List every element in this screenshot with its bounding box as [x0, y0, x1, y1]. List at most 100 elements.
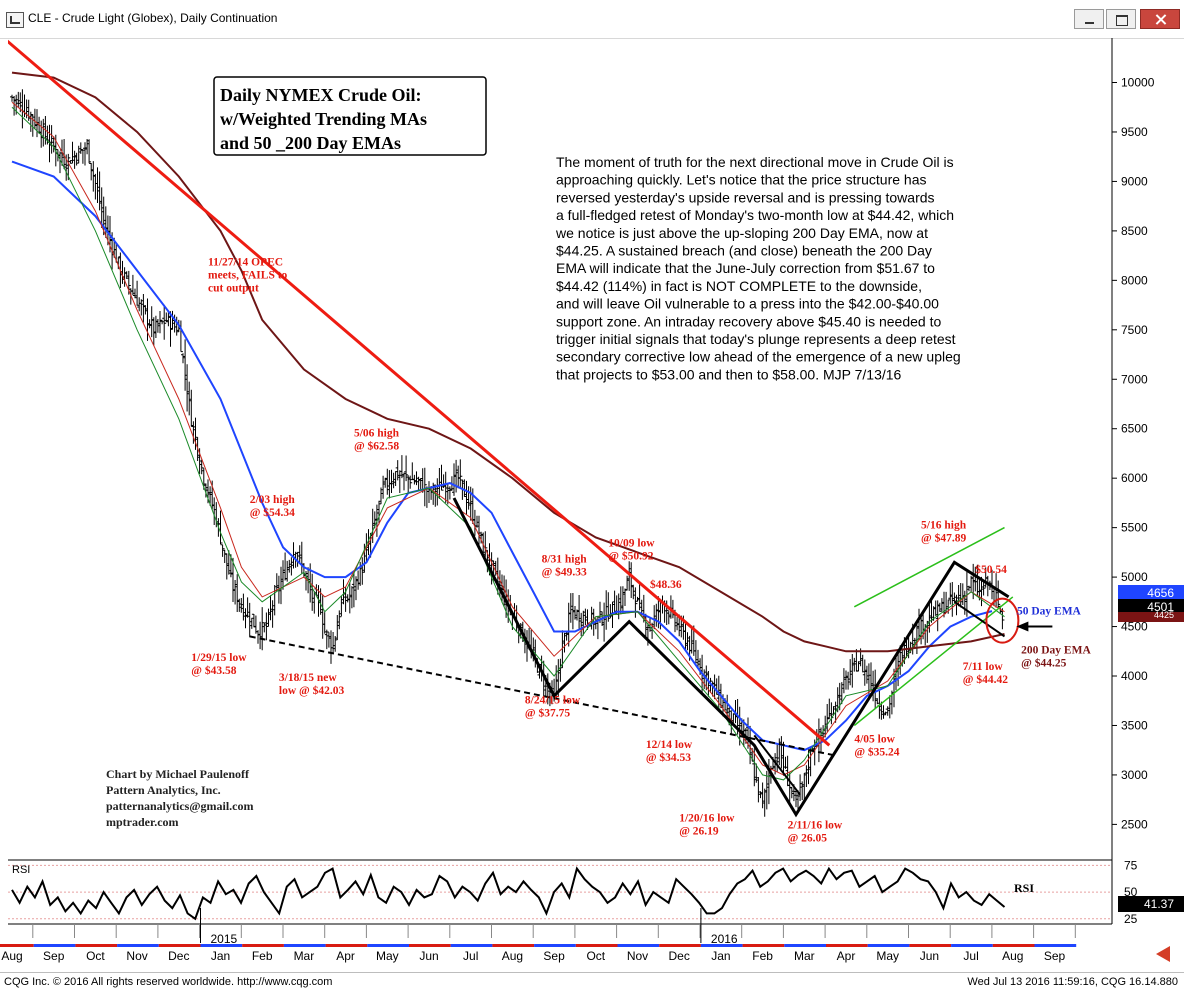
time-axis-stripe: [1034, 944, 1077, 947]
y-tick-label: 3500: [1121, 718, 1148, 732]
maximize-button[interactable]: [1106, 9, 1136, 29]
last-price-badge: 4501: [1118, 599, 1184, 615]
time-axis-stripe: [325, 944, 368, 947]
month-label: Feb: [752, 949, 773, 963]
ema50-line: [11, 160, 993, 752]
annotation-label: 5/16 high @ $47.89: [921, 520, 967, 545]
annotation-label: 10/09 low @ $50.92: [608, 537, 655, 562]
zigzag-pattern-line: [452, 497, 1010, 818]
month-label: Jan: [711, 949, 730, 963]
time-axis-stripe: [909, 944, 952, 947]
pointer-arrow-head-icon: [1016, 621, 1029, 632]
annotation-label: 2/03 high @ $54.34: [250, 494, 296, 519]
chart-canvas[interactable]: 2500 3000 3500 4000 4500 5000 5500 6000 6500 7000…: [0, 38, 1184, 972]
minimize-button[interactable]: [1074, 9, 1104, 29]
month-label: Sep: [543, 949, 565, 963]
y-tick-label: 9000: [1121, 174, 1148, 188]
annotation-label: $48.36: [650, 578, 682, 591]
ema200-price-badge: 4425: [1118, 610, 1184, 622]
month-label: Aug: [1, 949, 22, 963]
time-axis-stripe: [534, 944, 576, 947]
rsi-tick-label: 50: [1124, 885, 1138, 899]
year-label: 2015: [211, 932, 238, 946]
month-label: Dec: [168, 949, 189, 963]
rsi-panel-label: RSI: [12, 864, 30, 876]
month-label: Apr: [837, 949, 856, 963]
window-title: CLE - Crude Light (Globex), Daily Contin…: [28, 11, 278, 25]
flag-lower-line: [953, 600, 1006, 638]
annotation-label: 1/29/15 low @ $43.58: [191, 652, 247, 677]
channel-upper-line: [853, 526, 1005, 608]
annotation-label: 200 Day EMA @ $44.25: [1021, 644, 1091, 669]
time-axis-stripe: [784, 944, 826, 947]
time-axis-stripe: [617, 944, 660, 947]
y-tick-label: 2500: [1121, 817, 1148, 831]
annotation-label: 4/05 low @ $35.24: [854, 733, 899, 758]
time-axis-stripe: [867, 944, 910, 947]
time-axis-stripe: [242, 944, 284, 947]
chart-app-icon[interactable]: [6, 12, 24, 28]
rsi-value-badge: 41.37: [1118, 896, 1184, 912]
time-axis-stripe: [367, 944, 409, 947]
time-axis-stripe: [951, 944, 993, 947]
time-axis-stripe: [0, 944, 34, 947]
month-label: Apr: [336, 949, 355, 963]
time-axis-stripe: [575, 944, 618, 947]
month-label: Nov: [126, 949, 147, 963]
annotation-label: 12/14 low @ $34.53: [646, 739, 693, 764]
title-box: [213, 76, 487, 156]
time-axis-stripe: [659, 944, 701, 947]
month-label: Mar: [294, 949, 315, 963]
scroll-left-arrow-icon[interactable]: [1156, 946, 1170, 962]
month-label: Sep: [43, 949, 65, 963]
month-label: May: [376, 949, 399, 963]
month-label: Jul: [463, 949, 478, 963]
y-tick-label: 10000: [1121, 76, 1155, 90]
ema50-price-badge: 4656: [1118, 585, 1184, 601]
annotation-label: 50 Day EMA: [1017, 606, 1082, 618]
ema200-line: [11, 71, 1005, 653]
time-axis-stripe: [742, 944, 785, 947]
y-tick-label: 5000: [1121, 570, 1148, 584]
time-axis-stripe: [200, 944, 243, 947]
time-axis-stripe: [283, 944, 326, 947]
annotation-label: 1/20/16 low @ 26.19: [679, 812, 735, 837]
month-label: Oct: [86, 949, 105, 963]
y-tick-label: 4500: [1121, 620, 1148, 634]
month-label: Jan: [211, 949, 230, 963]
y-tick-label: 7500: [1121, 323, 1148, 337]
zigzag-extension-line: [753, 734, 801, 796]
month-label: Nov: [627, 949, 648, 963]
y-tick-label: 8500: [1121, 224, 1148, 238]
major-downtrend-line: [8, 39, 831, 747]
time-axis-stripe: [826, 944, 868, 947]
month-label: Mar: [794, 949, 815, 963]
status-bar: CQG Inc. © 2016 All rights reserved worl…: [0, 972, 1184, 991]
time-axis-stripe: [700, 944, 743, 947]
close-button[interactable]: [1140, 9, 1180, 29]
time-axis-stripe: [75, 944, 118, 947]
annotation-label: 2/11/16 low @ 26.05: [788, 819, 843, 844]
price-bars: [10, 89, 1005, 817]
month-label: Feb: [252, 949, 273, 963]
annotation-label: 8/24/15 low @ $37.75: [525, 695, 581, 720]
weighted-ma-green-line: [11, 106, 1005, 781]
annotation-label: 7/11 low @ $44.42: [963, 661, 1008, 686]
time-axis-stripe: [117, 944, 159, 947]
month-label: May: [876, 949, 899, 963]
chart-title: Daily NYMEX Crude Oil: w/Weighted Trendin…: [220, 85, 427, 153]
annotation-label: 8/31 high @ $49.33: [542, 553, 588, 578]
month-label: Aug: [502, 949, 523, 963]
rsi-tick-label: 75: [1124, 858, 1138, 872]
author-credit: Chart by Michael Paulenoff Pattern Analyt…: [106, 767, 253, 829]
window-titlebar: CLE - Crude Light (Globex), Daily Contin…: [0, 0, 1184, 39]
status-copyright: CQG Inc. © 2016 All rights reserved worl…: [4, 976, 333, 988]
annotation-label: 3/18/15 new low @ $42.03: [279, 672, 345, 697]
y-tick-label: 5500: [1121, 521, 1148, 535]
y-tick-label: 8000: [1121, 273, 1148, 287]
month-label: Oct: [586, 949, 605, 963]
commentary-text: The moment of truth for the next directi…: [555, 154, 961, 382]
highlight-circle: [985, 597, 1020, 644]
time-axis-stripe: [409, 944, 451, 947]
time-axis-stripe: [992, 944, 1035, 947]
